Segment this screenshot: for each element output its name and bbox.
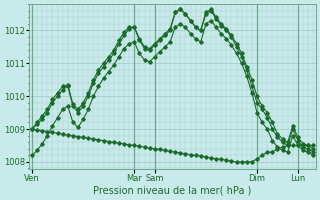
X-axis label: Pression niveau de la mer( hPa ): Pression niveau de la mer( hPa ) bbox=[93, 186, 252, 196]
